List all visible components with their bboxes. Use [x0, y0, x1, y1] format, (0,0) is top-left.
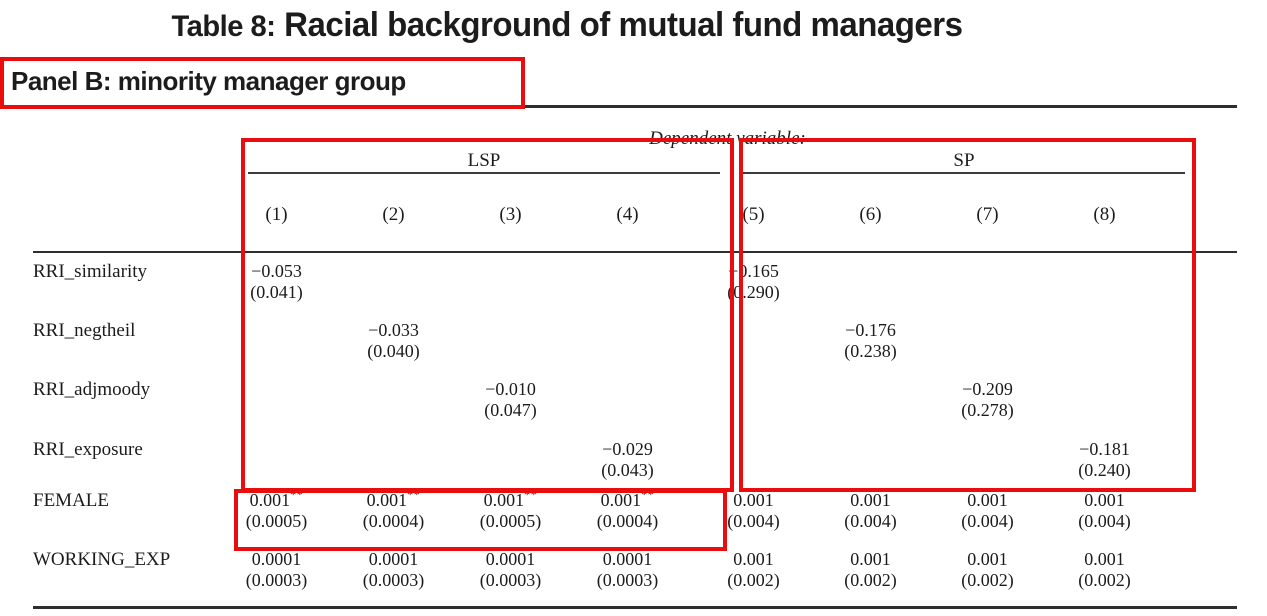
table-header-rule	[33, 251, 1237, 253]
row-label: RRI_adjmoody	[33, 379, 151, 400]
panel-title: Panel B: minority manager group	[11, 65, 406, 96]
column-number-4: (4)	[616, 204, 639, 225]
table-top-rule	[33, 105, 1237, 108]
column-number-7: (7)	[976, 204, 999, 225]
coefficient-cell: 0.0001 (0.0003)	[479, 549, 542, 590]
column-number-1: (1)	[265, 204, 288, 225]
table-title-text: Racial background of mutual fund manager…	[275, 6, 963, 44]
coefficient-cell	[1046, 379, 1163, 421]
coefficient-cell	[812, 379, 929, 421]
coefficient-cell	[929, 261, 1046, 303]
coefficient-cell	[1046, 320, 1163, 362]
coefficient-cell	[335, 439, 452, 481]
coefficient-cell: 0.001 (0.002)	[961, 549, 1014, 590]
coefficient-cell: −0.209 (0.278)	[961, 379, 1014, 420]
coefficient-cell: −0.029 (0.043)	[601, 439, 654, 480]
column-number-2: (2)	[382, 204, 405, 225]
coefficient-cell: 0.001 (0.002)	[727, 549, 780, 590]
column-number-8: (8)	[1093, 204, 1116, 225]
coefficient-cell: 0.001 (0.004)	[727, 490, 780, 531]
coefficient-cell	[695, 439, 812, 481]
group-header-sp: SP	[743, 150, 1185, 174]
table-row-rri-similarity: RRI_similarity −0.053 (0.041) −0.165 (0.29…	[33, 261, 1237, 303]
coefficient-cell	[812, 261, 929, 303]
coefficient-cell: −0.053 (0.041)	[250, 261, 303, 302]
coefficient-cell: −0.033 (0.040)	[367, 320, 420, 361]
row-label: FEMALE	[33, 490, 109, 511]
coefficient-cell	[695, 320, 812, 362]
row-label: RRI_negtheil	[33, 320, 136, 341]
column-number-5: (5)	[742, 204, 765, 225]
coefficient-cell	[218, 379, 335, 421]
column-number-3: (3)	[499, 204, 522, 225]
coefficient-cell: −0.165 (0.290)	[727, 261, 780, 302]
table-row-rri-exposure: RRI_exposure −0.029 (0.043) −0.181 (0.240)	[33, 439, 1237, 481]
coefficient-cell	[452, 439, 569, 481]
coefficient-cell: 0.001** (0.0004)	[362, 488, 425, 531]
table-row-rri-adjmoody: RRI_adjmoody −0.010 (0.047) −0.209 (0.278)	[33, 379, 1237, 421]
coefficient-cell	[812, 439, 929, 481]
coefficient-cell	[452, 320, 569, 362]
coefficient-cell: 0.001 (0.002)	[1078, 549, 1131, 590]
coefficient-cell	[1046, 261, 1163, 303]
row-label: WORKING_EXP	[33, 549, 171, 570]
column-number-6: (6)	[859, 204, 882, 225]
coefficient-cell	[569, 261, 686, 303]
table-row-working-exp: WORKING_EXP 0.0001 (0.0003) 0.0001 (0.0003…	[33, 549, 1237, 591]
coefficient-cell	[335, 379, 452, 421]
coefficient-cell: 0.001** (0.0005)	[245, 488, 308, 531]
coefficient-cell: 0.001 (0.004)	[844, 490, 897, 531]
table-number-label: Table 8:	[171, 10, 276, 43]
coefficient-cell	[929, 320, 1046, 362]
coefficient-cell: −0.176 (0.238)	[844, 320, 897, 361]
coefficient-cell: 0.001 (0.004)	[1078, 490, 1131, 531]
table-row-rri-negtheil: RRI_negtheil −0.033 (0.040) −0.176 (0.238)	[33, 320, 1237, 362]
coefficient-cell	[569, 379, 686, 421]
coefficient-cell	[569, 320, 686, 362]
coefficient-cell	[695, 379, 812, 421]
dependent-variable-label: Dependent variable:	[649, 128, 806, 149]
coefficient-cell	[452, 261, 569, 303]
coefficient-cell: 0.001 (0.004)	[961, 490, 1014, 531]
table-row-female: FEMALE 0.001** (0.0005) 0.001** (0.0004) 0…	[33, 488, 1237, 532]
coefficient-cell: 0.0001 (0.0003)	[245, 549, 308, 590]
row-label: RRI_similarity	[33, 261, 147, 282]
group-header-lsp: LSP	[248, 150, 720, 174]
coefficient-cell	[335, 261, 452, 303]
table-bottom-rule	[33, 606, 1237, 609]
coefficient-cell	[218, 320, 335, 362]
column-numbers-row: (1) (2) (3) (4) (5) (6) (7) (8)	[33, 204, 1237, 225]
row-label: RRI_exposure	[33, 439, 143, 460]
page-title: Table 8: Racial background of mutual fun…	[17, 6, 1117, 45]
coefficient-cell: −0.181 (0.240)	[1078, 439, 1131, 480]
coefficient-cell	[929, 439, 1046, 481]
coefficient-cell: 0.001** (0.0005)	[479, 488, 542, 531]
coefficient-cell: 0.0001 (0.0003)	[596, 549, 659, 590]
coefficient-cell: 0.001 (0.002)	[844, 549, 897, 590]
coefficient-cell	[218, 439, 335, 481]
coefficient-cell: −0.010 (0.047)	[484, 379, 537, 420]
coefficient-cell: 0.001** (0.0004)	[596, 488, 659, 531]
coefficient-cell: 0.0001 (0.0003)	[362, 549, 425, 590]
